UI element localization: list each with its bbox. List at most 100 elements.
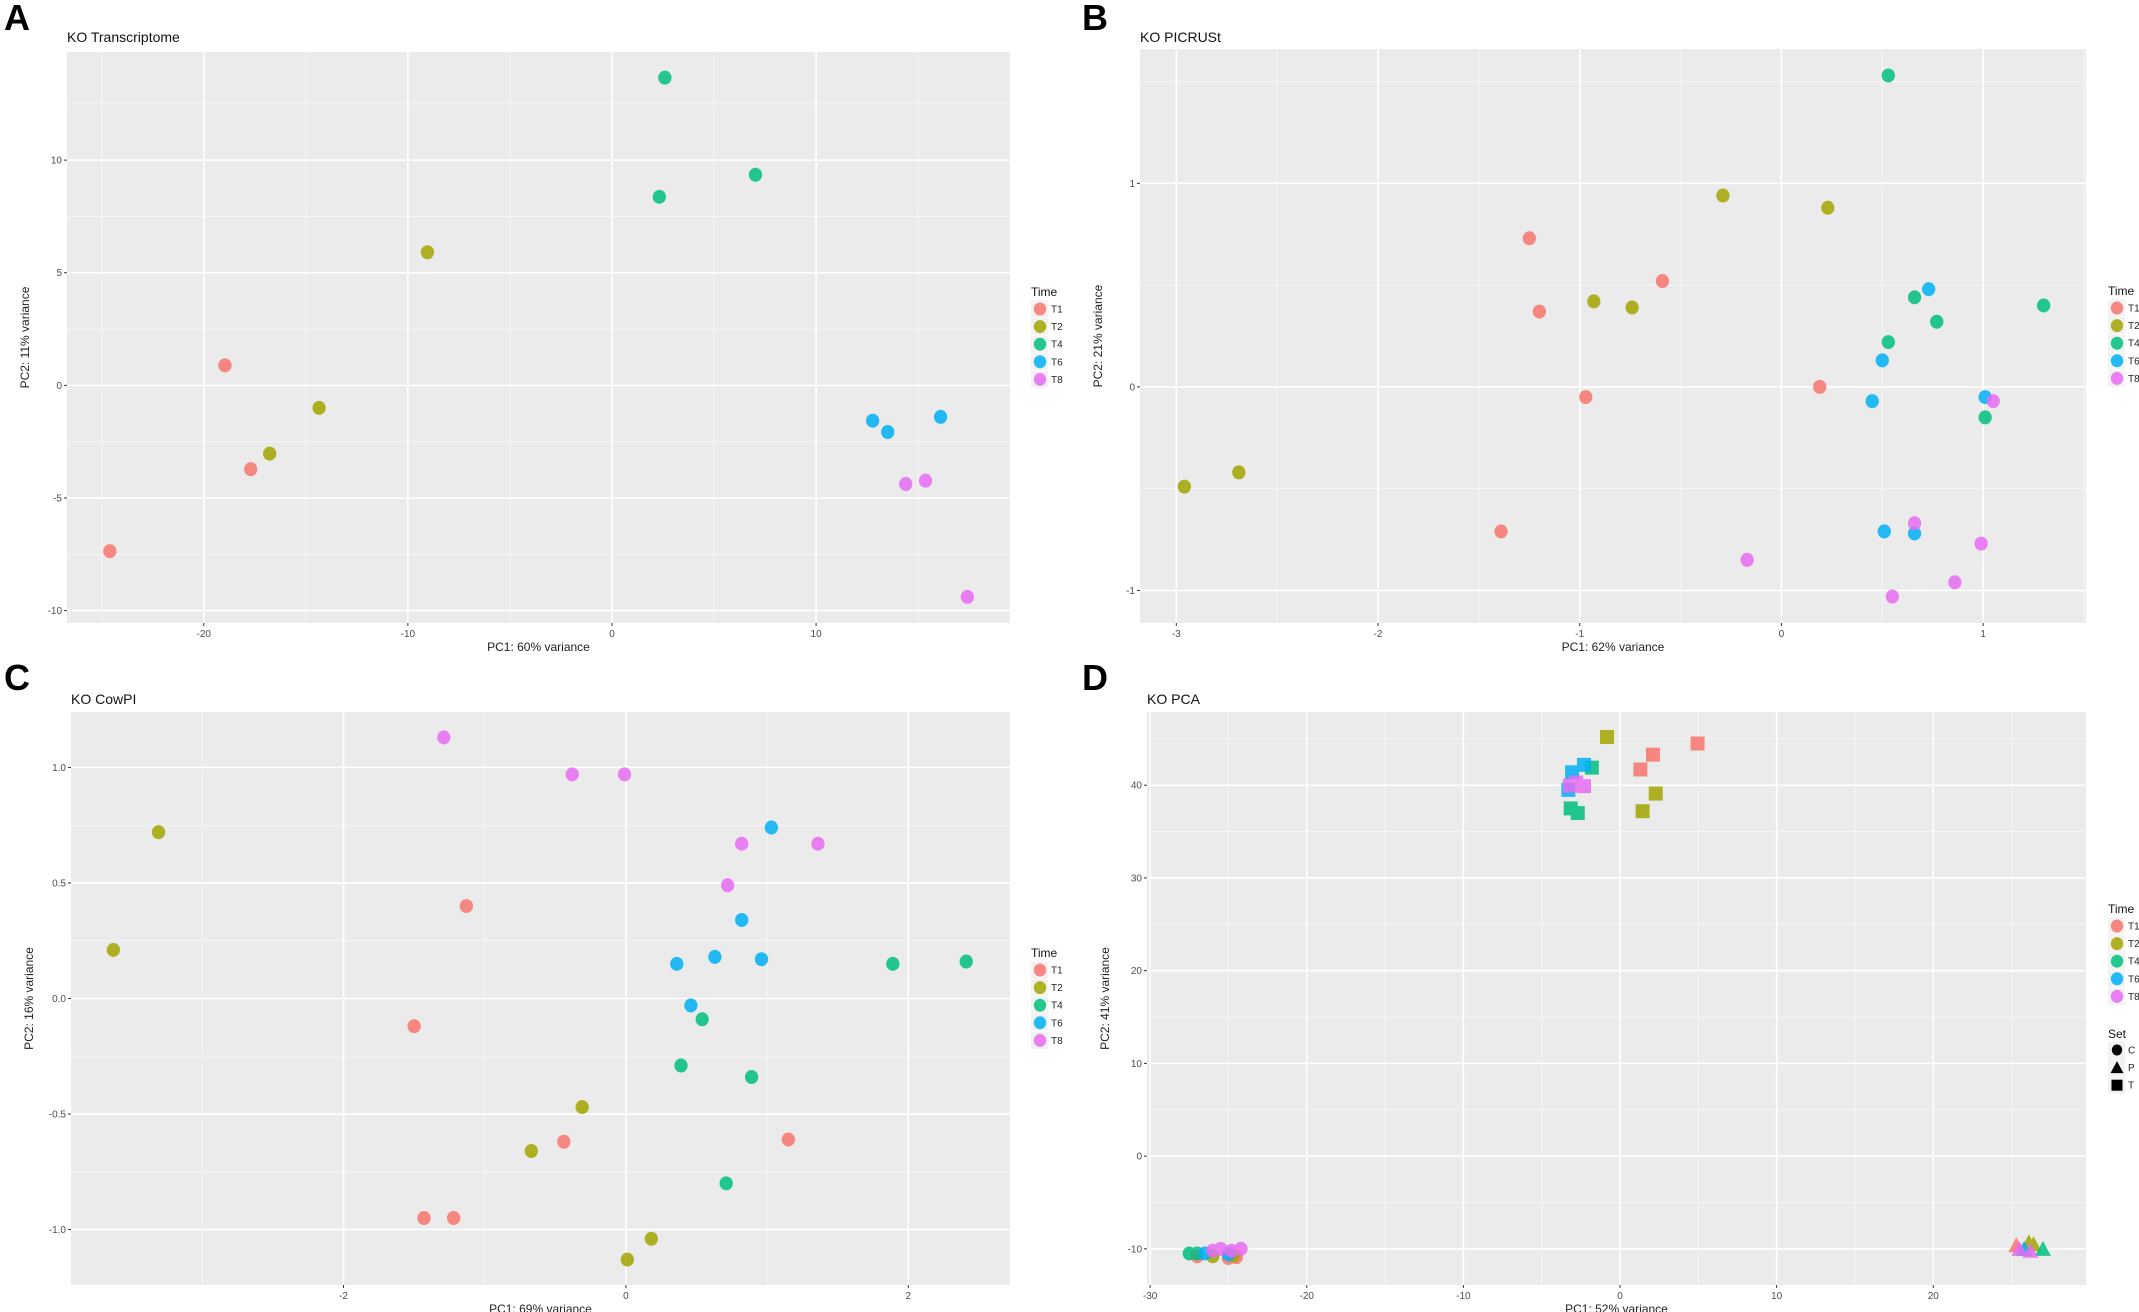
legend-key-t6	[1033, 355, 1047, 369]
legend-label: T2	[1051, 322, 1063, 333]
y-tick-label: -10	[48, 606, 63, 617]
y-tick-label: 1.0	[52, 763, 66, 774]
legend-label: P	[2128, 1063, 2135, 1074]
data-point-t8	[437, 730, 451, 745]
data-point-t2	[524, 1143, 538, 1158]
legend-label: T2	[2128, 939, 2139, 950]
data-point-t6	[881, 424, 895, 439]
legend-title: Time	[1031, 946, 1058, 960]
data-point-t8	[617, 767, 632, 782]
series-t4	[674, 954, 973, 1191]
panel-letter: C	[4, 657, 30, 698]
legend-label: T1	[2128, 304, 2139, 315]
data-point-t1	[1522, 231, 1536, 246]
x-tick-label: -20	[1300, 1291, 1315, 1302]
series-t6	[1865, 282, 1992, 541]
y-tick-label: 30	[1131, 873, 1143, 884]
legend-key-t8	[2110, 371, 2124, 385]
data-point-t8	[918, 473, 933, 488]
y-tick-label: 0	[1136, 1152, 1142, 1163]
data-point-t4	[652, 189, 666, 204]
x-tick-label: 20	[1928, 1291, 1940, 1302]
legend-key-t4	[2110, 954, 2124, 968]
legend-label: T2	[1051, 983, 1063, 994]
legend-key-t4	[2110, 336, 2124, 350]
data-point-t1	[781, 1132, 795, 1147]
data-point-t4	[886, 956, 900, 971]
data-point-t1	[417, 1210, 431, 1225]
y-tick-label: 1	[1129, 179, 1135, 190]
y-tick-label: 0	[1129, 382, 1135, 393]
legend-key-t1	[1033, 302, 1047, 316]
data-point-t6	[670, 956, 684, 971]
data-point-t6	[708, 949, 722, 964]
y-tick-label: 10	[1131, 1059, 1143, 1070]
data-point-t8	[1740, 552, 1754, 567]
data-point-t2	[420, 245, 435, 260]
data-point-t6	[754, 952, 769, 967]
data-point-t4	[695, 1012, 709, 1027]
data-point-t8	[1907, 516, 1922, 531]
legend-key-t2	[1033, 981, 1047, 995]
y-tick-label: -1.0	[49, 1225, 67, 1236]
data-point-t1	[459, 899, 474, 914]
legend-label: T8	[2128, 374, 2139, 385]
x-tick-label: -3	[1172, 629, 1181, 640]
data-point-t4	[748, 167, 763, 182]
x-tick-label: 0	[623, 1291, 629, 1302]
data-point-t8	[1576, 779, 1591, 794]
x-tick-label: 2	[906, 1291, 912, 1302]
x-tick-label: -20	[197, 629, 212, 640]
panel-letter: D	[1082, 657, 1108, 698]
series-t4	[1182, 760, 2051, 1261]
data-point-t6	[764, 820, 779, 835]
panel-a: A KO Transcriptome -20 -10 0 10 -10 -5 0 5 10 PC1: …	[4, 0, 1063, 654]
data-point-t6	[1875, 353, 1889, 368]
data-point-t2	[1821, 200, 1835, 215]
data-point-t8	[1885, 589, 1900, 604]
data-point-t8	[1562, 778, 1577, 793]
data-point-t2	[644, 1231, 658, 1246]
legend-label: T2	[2128, 321, 2139, 332]
x-tick-label: 0	[1779, 629, 1785, 640]
data-point-t8	[960, 589, 974, 604]
y-tick-label: -0.5	[49, 1110, 67, 1121]
data-point-t6	[1877, 524, 1891, 539]
data-point-t2	[1232, 465, 1246, 480]
data-point-t1	[103, 544, 117, 559]
legend-label: T8	[2128, 992, 2139, 1003]
legend-time: Time T1 T2 T4 T6 T8	[1031, 285, 1063, 388]
x-tick-label: 0	[609, 629, 615, 640]
data-point-t1	[1633, 762, 1648, 777]
data-point-t4	[959, 954, 973, 969]
x-tick-label: -30	[1143, 1291, 1158, 1302]
y-tick-label: -1	[1126, 586, 1135, 597]
y-axis-title: PC2: 11% variance	[18, 286, 32, 388]
y-tick-label: 40	[1131, 781, 1143, 792]
legend-label: T6	[2128, 356, 2139, 367]
legend-label: T4	[1051, 1001, 1063, 1012]
data-point-t2	[312, 400, 326, 415]
y-tick-label: -10	[1128, 1244, 1143, 1255]
data-point-t2	[1600, 730, 1615, 745]
data-point-t2	[106, 942, 121, 957]
legend-title: Set	[2108, 1027, 2127, 1041]
panel-letter: B	[1082, 0, 1108, 38]
data-point-t1	[1645, 747, 1660, 762]
series-t1	[103, 358, 258, 559]
legend-key-t8	[2110, 989, 2124, 1003]
data-point-t6	[933, 409, 948, 424]
x-tick-label: 10	[1771, 1291, 1783, 1302]
data-point-t6	[865, 413, 880, 428]
data-point-t4	[1881, 68, 1895, 83]
plot-title: KO PICRUSt	[1140, 29, 1221, 45]
series-t8	[1740, 394, 2000, 604]
data-point-t8	[735, 836, 749, 851]
data-point-t8	[720, 878, 735, 893]
panel-b: B KO PICRUSt -3 -2 -1 0 1 -1 0 1 PC1: 62% variance…	[1082, 0, 2139, 654]
data-point-t2	[620, 1252, 634, 1267]
data-point-t2	[151, 825, 166, 840]
data-point-t6	[1865, 394, 1879, 409]
data-point-t8	[1948, 575, 1962, 590]
